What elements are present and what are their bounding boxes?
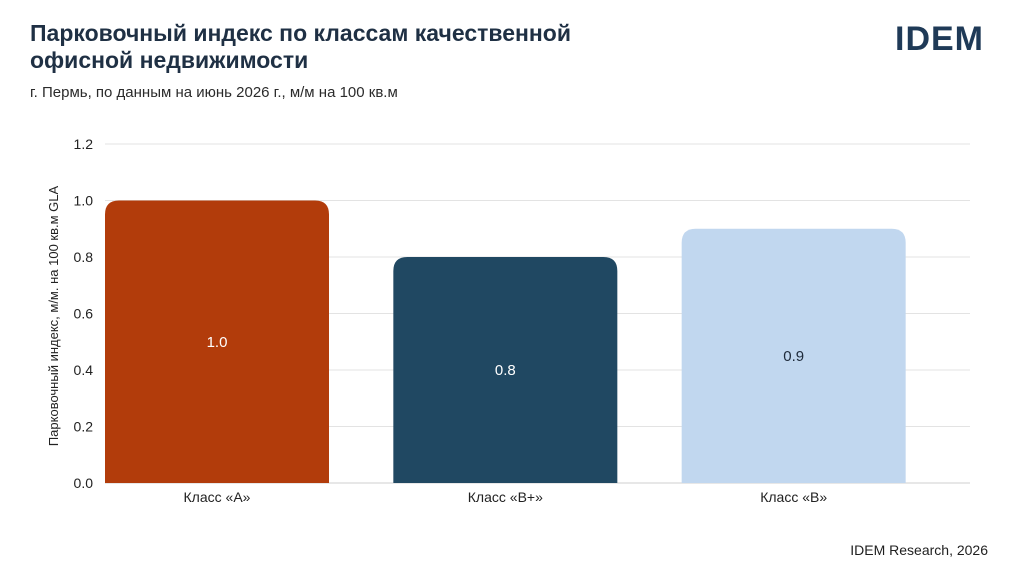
chart-subtitle: г. Пермь, по данным на июнь 2026 г., м/м…: [30, 84, 398, 101]
bar: [681, 228, 906, 483]
y-tick-label: 1.2: [74, 136, 94, 152]
y-tick-label: 0.2: [74, 419, 94, 435]
x-category-label: Класс «В»: [760, 489, 827, 505]
y-tick-label: 0.0: [74, 475, 94, 491]
bars: 1.0 0.8 0.9: [105, 200, 906, 483]
x-category-label: Класс «А»: [184, 489, 251, 505]
y-tick-label: 1.0: [74, 193, 94, 209]
y-tick-label: 0.4: [74, 362, 94, 378]
bar: [105, 200, 329, 483]
x-category-label: Класс «В+»: [468, 489, 543, 505]
bar-value-label: 0.9: [783, 348, 804, 365]
y-axis-title: Парковочный индекс, м/м. на 100 кв.м GLA: [46, 185, 61, 446]
chart-title: Парковочный индекс по классам качественн…: [30, 20, 571, 73]
y-tick-label: 0.6: [74, 306, 94, 322]
source-note: IDEM Research, 2026: [850, 542, 988, 558]
idem-logo: IDEM: [895, 20, 984, 58]
bar: [393, 257, 618, 483]
y-axis-ticks: 0.0 0.2 0.4 0.6 0.8 1.0 1.2: [74, 136, 94, 491]
bar-value-label: 1.0: [207, 334, 228, 351]
bar-value-label: 0.8: [495, 362, 516, 379]
x-axis-categories: Класс «А» Класс «В+» Класс «В»: [184, 489, 828, 505]
y-tick-label: 0.8: [74, 249, 94, 265]
